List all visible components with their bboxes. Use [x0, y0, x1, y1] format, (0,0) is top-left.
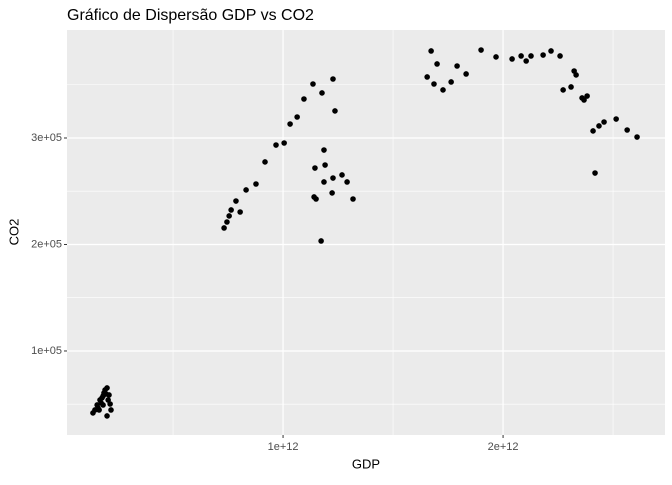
point — [440, 87, 446, 93]
point — [233, 198, 239, 204]
point — [557, 53, 563, 59]
point — [310, 81, 316, 87]
point — [493, 54, 499, 60]
point — [226, 213, 232, 219]
point — [301, 96, 307, 102]
point — [329, 190, 335, 196]
point — [321, 147, 327, 153]
point — [330, 76, 336, 82]
point — [596, 123, 602, 129]
point — [592, 170, 598, 176]
point — [568, 84, 574, 90]
point — [318, 238, 324, 244]
y-tick-label: 2e+05 — [31, 238, 62, 250]
point — [287, 121, 293, 127]
y-tick-label: 1e+05 — [31, 345, 62, 357]
point — [478, 47, 484, 53]
point — [221, 225, 227, 231]
point — [108, 407, 114, 413]
point — [106, 392, 112, 398]
point — [560, 87, 566, 93]
point — [573, 72, 579, 78]
point — [434, 61, 440, 67]
point — [253, 181, 259, 187]
point — [431, 81, 437, 87]
point — [321, 179, 327, 185]
point — [590, 128, 596, 134]
point — [581, 97, 587, 103]
y-axis-title: CO2 — [6, 219, 21, 246]
point — [624, 127, 630, 133]
point — [509, 56, 515, 62]
point — [601, 119, 607, 125]
point — [518, 53, 524, 59]
point — [523, 58, 529, 64]
point — [350, 196, 356, 202]
point — [548, 48, 554, 54]
panel — [67, 30, 665, 435]
point — [243, 187, 249, 193]
x-axis-title: GDP — [352, 456, 380, 471]
point — [528, 53, 534, 59]
point — [454, 63, 460, 69]
point — [294, 114, 300, 120]
point — [228, 207, 234, 213]
point — [339, 172, 345, 178]
point — [344, 179, 350, 185]
point — [424, 74, 430, 80]
point — [273, 142, 279, 148]
point — [313, 196, 319, 202]
point — [237, 209, 243, 215]
point — [312, 165, 318, 171]
point — [281, 140, 287, 146]
point — [613, 116, 619, 122]
point — [428, 48, 434, 54]
chart-title: Gráfico de Dispersão GDP vs CO2 — [67, 7, 314, 24]
point — [540, 52, 546, 58]
point — [100, 402, 106, 408]
y-tick-label: 3e+05 — [31, 132, 62, 144]
point — [104, 385, 110, 391]
point — [104, 413, 110, 419]
point — [224, 219, 230, 225]
point — [634, 134, 640, 140]
point — [107, 401, 113, 407]
point — [262, 159, 268, 165]
point — [96, 407, 102, 413]
point — [448, 79, 454, 85]
x-tick-label: 2e+12 — [488, 441, 519, 453]
point — [332, 108, 338, 114]
point — [319, 90, 325, 96]
point — [463, 71, 469, 77]
point — [584, 93, 590, 99]
point — [330, 175, 336, 181]
point — [322, 162, 328, 168]
x-tick-label: 1e+12 — [268, 441, 299, 453]
